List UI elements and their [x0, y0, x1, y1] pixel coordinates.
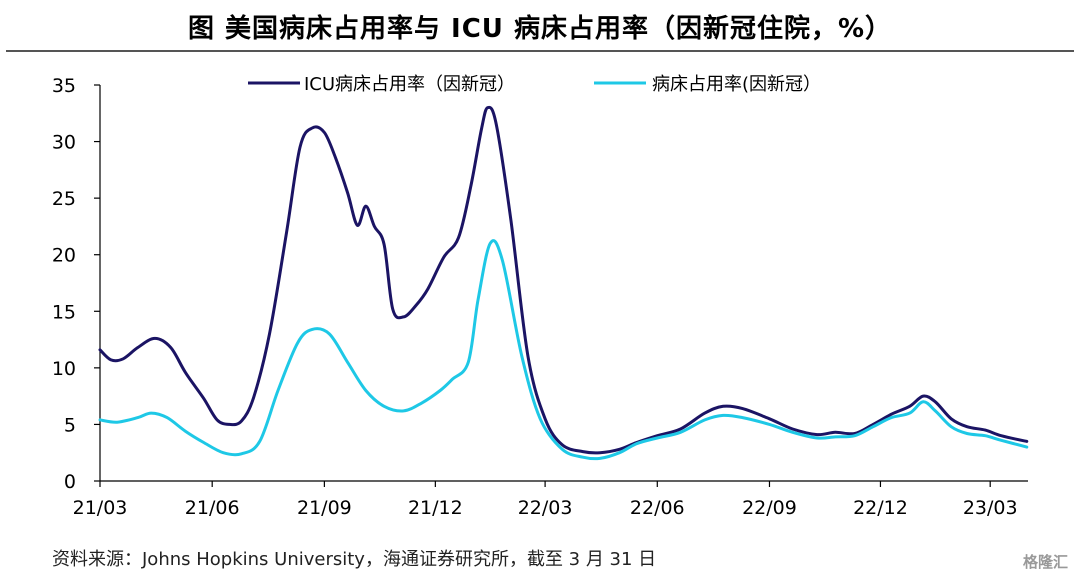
series-line-icu	[98, 105, 1029, 455]
x-tick-label: 22/09	[742, 497, 797, 519]
axes: 0 5 10 15 20 25 30 35 21/03 21/06 21/09 21/12 22/03 2…	[52, 75, 1028, 519]
y-tick-label: 30	[52, 132, 76, 154]
chart-title: 图 美国病床占用率与 ICU 病床占用率（因新冠住院，%）	[187, 14, 893, 44]
y-tick-label: 5	[64, 414, 76, 436]
x-tick-label: 21/12	[408, 497, 463, 519]
legend-label-bed: 病床占用率(因新冠）	[652, 74, 821, 95]
series-group	[98, 105, 1029, 461]
watermark-logo: 格隆汇	[1022, 553, 1068, 571]
y-tick-label: 35	[52, 75, 76, 97]
y-tick-label: 10	[52, 358, 76, 380]
source-note: 资料来源：Johns Hopkins University，海通证券研究所，截至…	[52, 549, 657, 570]
x-tick-label: 22/06	[630, 497, 685, 519]
x-tick-label: 23/03	[963, 497, 1018, 519]
x-tick-label: 21/09	[297, 497, 352, 519]
legend-label-icu: ICU病床占用率（因新冠）	[304, 74, 515, 95]
y-tick-label: 0	[64, 471, 76, 493]
x-tick-label: 21/06	[185, 497, 240, 519]
x-tick-label: 21/03	[73, 497, 128, 519]
x-tick-label: 22/03	[518, 497, 573, 519]
legend: ICU病床占用率（因新冠） 病床占用率(因新冠）	[248, 74, 821, 95]
title-divider	[6, 50, 1074, 52]
y-tick-label: 20	[52, 245, 76, 267]
series-line-bed	[98, 239, 1029, 461]
y-tick-label: 15	[52, 301, 76, 323]
x-tick-label: 22/12	[853, 497, 908, 519]
y-tick-label: 25	[52, 188, 76, 210]
